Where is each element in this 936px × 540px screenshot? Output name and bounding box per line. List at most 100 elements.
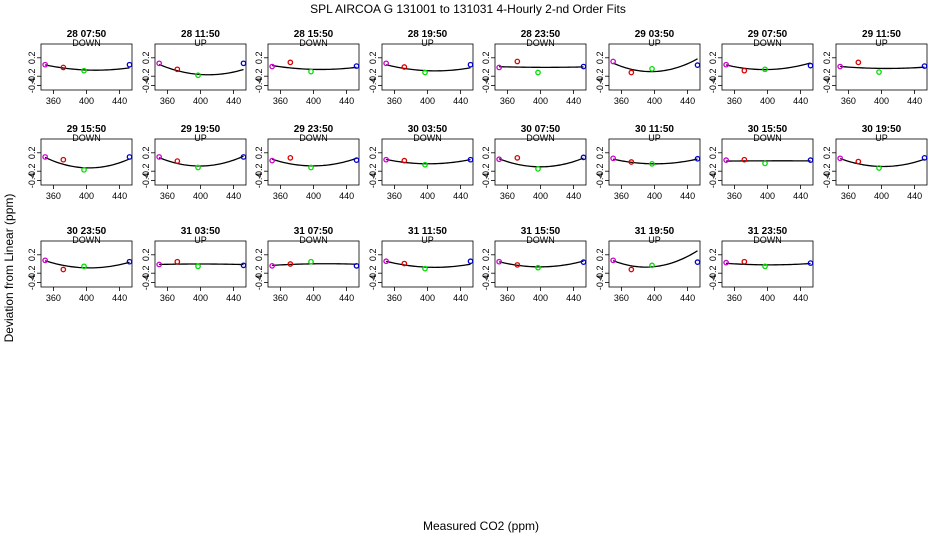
data-point bbox=[723, 61, 729, 68]
x-tick-label: 360 bbox=[614, 293, 629, 303]
panel-direction-label: UP bbox=[421, 235, 434, 245]
y-tick-label: -0.2 bbox=[708, 265, 718, 281]
y-tick-label: 0.2 bbox=[368, 249, 378, 262]
data-point bbox=[496, 156, 502, 163]
data-point bbox=[174, 258, 181, 265]
panel-direction-label: UP bbox=[421, 38, 434, 48]
panel-title: 31 03:50 bbox=[181, 226, 221, 237]
y-tick-label: 0.2 bbox=[481, 147, 491, 160]
fit-curve bbox=[613, 158, 698, 165]
y-tick-label: -0.4 bbox=[481, 275, 491, 291]
data-point bbox=[174, 158, 181, 164]
y-tick-label: -0.4 bbox=[141, 275, 151, 291]
data-point bbox=[269, 157, 275, 164]
x-tick-label: 360 bbox=[160, 191, 175, 201]
data-point bbox=[353, 63, 360, 69]
x-tick-label: 440 bbox=[793, 293, 808, 303]
y-tick-label: -0.4 bbox=[368, 78, 378, 94]
y-tick-label: 0.2 bbox=[368, 147, 378, 160]
data-point bbox=[496, 64, 502, 71]
panel-title: 31 07:50 bbox=[294, 226, 334, 237]
data-point bbox=[383, 156, 389, 163]
data-point bbox=[422, 161, 428, 168]
fit-curve bbox=[158, 155, 244, 167]
x-tick-label: 400 bbox=[306, 293, 321, 303]
data-point bbox=[762, 263, 768, 270]
panel-direction-label: DOWN bbox=[72, 235, 101, 245]
x-tick-label: 400 bbox=[647, 96, 662, 106]
panel-direction-label: DOWN bbox=[413, 133, 442, 143]
panel-direction-label: UP bbox=[875, 38, 888, 48]
y-tick-label: -0.4 bbox=[822, 78, 832, 94]
fit-curve bbox=[158, 63, 244, 76]
data-point bbox=[580, 154, 587, 161]
data-point bbox=[353, 157, 360, 164]
data-point bbox=[156, 60, 162, 67]
y-tick-label: -0.2 bbox=[141, 265, 151, 281]
fit-curve bbox=[612, 58, 698, 73]
data-point bbox=[81, 263, 87, 270]
y-axis-title: Deviation from Linear (ppm) bbox=[2, 194, 16, 343]
fit-curve bbox=[499, 66, 584, 68]
fit-curve bbox=[498, 260, 584, 268]
x-tick-label: 360 bbox=[273, 96, 288, 106]
panel-direction-label: DOWN bbox=[72, 38, 101, 48]
panel-direction-label: DOWN bbox=[299, 38, 328, 48]
panel-title: 31 19:50 bbox=[635, 226, 675, 237]
panel-direction-label: DOWN bbox=[72, 133, 101, 143]
x-tick-label: 400 bbox=[760, 293, 775, 303]
data-point bbox=[762, 66, 768, 73]
data-point bbox=[741, 67, 748, 74]
data-point bbox=[628, 266, 635, 273]
data-point bbox=[195, 72, 201, 79]
data-point bbox=[174, 66, 181, 73]
y-tick-label: -0.2 bbox=[481, 163, 491, 179]
panel-title: 30 19:50 bbox=[862, 124, 902, 135]
data-point bbox=[401, 157, 408, 164]
fit-curve bbox=[44, 260, 130, 269]
panel-direction-label: DOWN bbox=[526, 133, 555, 143]
x-tick-label: 440 bbox=[680, 191, 695, 201]
x-tick-label: 360 bbox=[727, 191, 742, 201]
data-point bbox=[401, 260, 408, 267]
data-point bbox=[628, 159, 635, 165]
panel-direction-label: UP bbox=[648, 133, 661, 143]
fit-curve bbox=[385, 64, 471, 72]
data-point bbox=[535, 166, 541, 172]
panel-direction-label: UP bbox=[648, 38, 661, 48]
data-point bbox=[126, 61, 133, 68]
data-point bbox=[514, 155, 521, 161]
x-tick-label: 360 bbox=[273, 293, 288, 303]
panel-direction-label: DOWN bbox=[526, 38, 555, 48]
data-point bbox=[723, 157, 729, 164]
y-tick-label: -0.2 bbox=[595, 68, 605, 84]
x-tick-label: 360 bbox=[46, 191, 61, 201]
data-point bbox=[422, 265, 428, 272]
panel-title: 29 07:50 bbox=[748, 29, 788, 40]
data-point bbox=[514, 58, 521, 65]
panel-title: 28 15:50 bbox=[294, 29, 334, 40]
x-tick-label: 360 bbox=[841, 191, 856, 201]
fit-curve bbox=[386, 158, 471, 165]
data-point bbox=[287, 155, 294, 161]
x-tick-label: 400 bbox=[533, 293, 548, 303]
x-tick-label: 440 bbox=[907, 191, 922, 201]
data-point bbox=[383, 60, 389, 67]
panel-title: 30 23:50 bbox=[67, 226, 107, 237]
data-point bbox=[723, 259, 729, 266]
y-tick-label: -0.4 bbox=[595, 275, 605, 291]
x-tick-label: 400 bbox=[760, 191, 775, 201]
x-tick-label: 400 bbox=[874, 96, 889, 106]
x-tick-label: 440 bbox=[793, 96, 808, 106]
panel-direction-label: UP bbox=[194, 133, 207, 143]
y-tick-label: -0.4 bbox=[822, 173, 832, 189]
